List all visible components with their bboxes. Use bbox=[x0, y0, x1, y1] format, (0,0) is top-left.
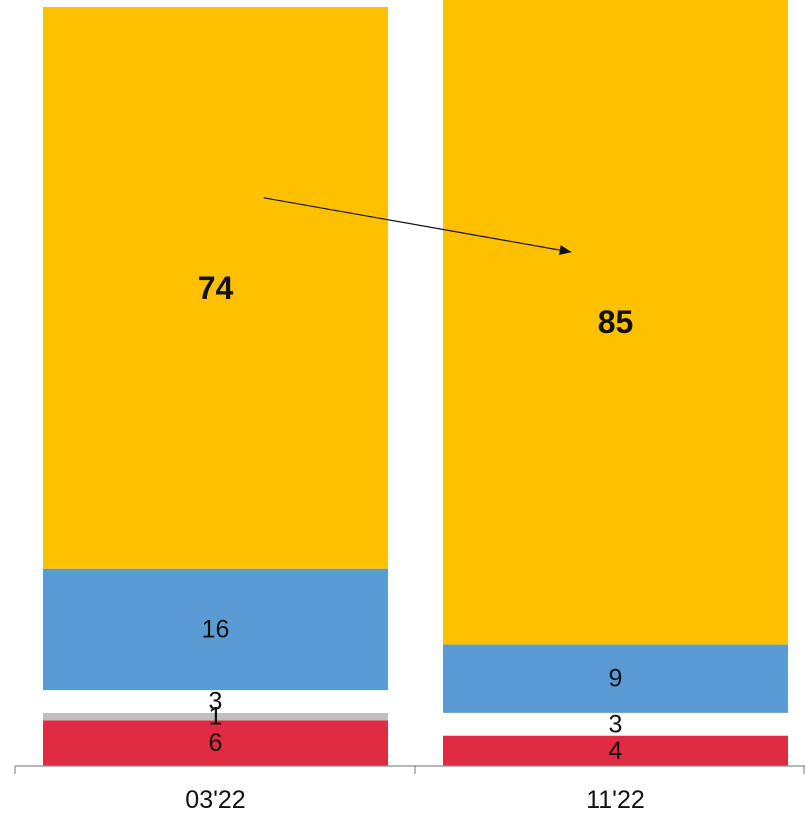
bar-segment bbox=[443, 735, 788, 766]
bars-group bbox=[43, 0, 788, 766]
segment-data-label: 3 bbox=[609, 710, 623, 738]
segment-data-label: 9 bbox=[609, 665, 623, 693]
bar-segment bbox=[43, 7, 388, 569]
segment-data-label: 74 bbox=[198, 270, 234, 306]
segment-data-label: 3 bbox=[209, 687, 223, 715]
bar-segment bbox=[43, 568, 388, 691]
bar-segment bbox=[43, 690, 388, 713]
x-axis: 03'22 11'22 bbox=[14, 765, 805, 814]
segment-data-label: 85 bbox=[598, 304, 634, 340]
bar-segment bbox=[443, 644, 788, 713]
bar-segment bbox=[43, 712, 388, 721]
segment-data-label: 6 bbox=[209, 729, 223, 757]
bar-segment bbox=[443, 712, 788, 736]
bar-segment bbox=[43, 720, 388, 766]
bar-segment bbox=[443, 0, 788, 645]
category-tick-label: 11'22 bbox=[586, 786, 645, 814]
segment-data-label: 4 bbox=[609, 737, 623, 765]
trend-arrow bbox=[263, 197, 572, 255]
category-tick-label: 03'22 bbox=[185, 786, 245, 814]
segment-data-label: 1 bbox=[209, 703, 223, 731]
segment-data-label: 16 bbox=[202, 615, 230, 643]
